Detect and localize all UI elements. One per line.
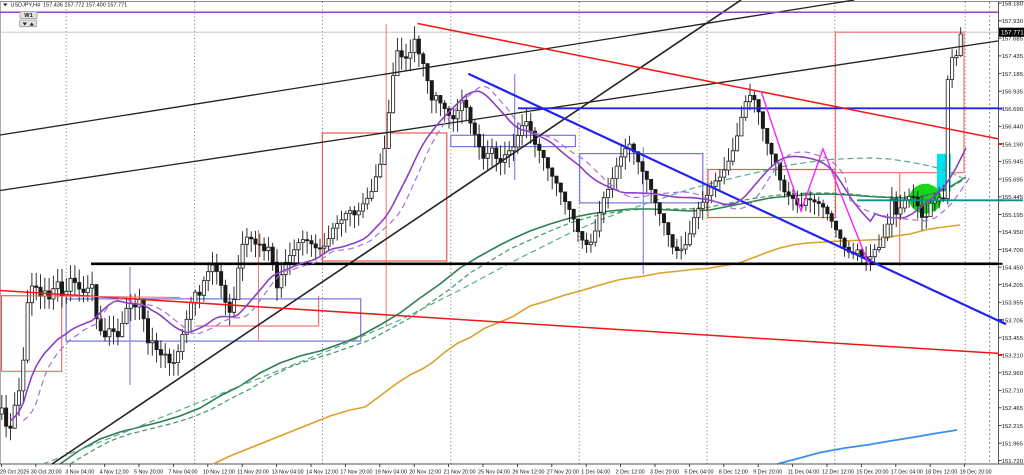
svg-text:154.950: 154.950 <box>1002 230 1024 236</box>
svg-text:154.700: 154.700 <box>1002 248 1024 254</box>
svg-text:152.710: 152.710 <box>1002 389 1024 395</box>
svg-text:12 Dec 12:00: 12 Dec 12:00 <box>822 470 854 475</box>
svg-text:11 Nov 20:00: 11 Nov 20:00 <box>237 470 269 475</box>
svg-text:1 Dec 04:00: 1 Dec 04:00 <box>581 470 610 475</box>
svg-text:W1: W1 <box>24 13 32 19</box>
svg-text:155.695: 155.695 <box>1002 177 1024 183</box>
svg-text:152.960: 152.960 <box>1002 371 1024 377</box>
svg-text:157.685: 157.685 <box>1002 37 1024 43</box>
svg-text:157.930: 157.930 <box>1002 19 1024 25</box>
svg-text:153.210: 153.210 <box>1002 353 1024 359</box>
svg-text:9 Dec 20:00: 9 Dec 20:00 <box>753 470 782 475</box>
svg-text:17 Dec 04:00: 17 Dec 04:00 <box>891 470 923 475</box>
svg-text:25 Nov 04:00: 25 Nov 04:00 <box>478 470 510 475</box>
svg-text:19 Nov 04:00: 19 Nov 04:00 <box>375 470 407 475</box>
svg-text:30 Oct 20:00: 30 Oct 20:00 <box>31 470 62 475</box>
svg-text:153.705: 153.705 <box>1002 318 1024 324</box>
svg-text:3 Nov 04:00: 3 Nov 04:00 <box>65 470 94 475</box>
svg-text:17 Nov 20:00: 17 Nov 20:00 <box>340 470 372 475</box>
svg-text:11 Dec 04:00: 11 Dec 04:00 <box>788 470 820 475</box>
svg-text:27 Nov 20:00: 27 Nov 20:00 <box>547 470 579 475</box>
svg-text:155.195: 155.195 <box>1002 213 1024 219</box>
svg-text:157.185: 157.185 <box>1002 72 1024 78</box>
svg-text:154.205: 154.205 <box>1002 283 1024 289</box>
svg-text:29 Oct 2025: 29 Oct 2025 <box>0 470 29 475</box>
svg-text:155.445: 155.445 <box>1002 195 1024 201</box>
svg-text:154.450: 154.450 <box>1002 266 1024 272</box>
svg-text:26 Nov 12:00: 26 Nov 12:00 <box>512 470 544 475</box>
svg-text:7 Nov 04:00: 7 Nov 04:00 <box>168 470 197 475</box>
svg-text:5 Dec 04:00: 5 Dec 04:00 <box>684 470 713 475</box>
svg-text:157.771: 157.771 <box>1001 30 1024 37</box>
svg-text:3 Dec 20:00: 3 Dec 20:00 <box>650 470 679 475</box>
svg-text:151.965: 151.965 <box>1002 442 1024 448</box>
svg-text:153.455: 153.455 <box>1002 336 1024 342</box>
svg-text:153.955: 153.955 <box>1002 301 1024 307</box>
svg-text:156.440: 156.440 <box>1002 125 1024 131</box>
svg-text:18 Dec 12:00: 18 Dec 12:00 <box>925 470 957 475</box>
svg-text:152.465: 152.465 <box>1002 406 1024 412</box>
svg-text:156.690: 156.690 <box>1002 107 1024 113</box>
svg-text:157.435: 157.435 <box>1002 54 1024 60</box>
svg-text:19 Dec 20:00: 19 Dec 20:00 <box>960 470 992 475</box>
svg-text:8 Dec 12:00: 8 Dec 12:00 <box>719 470 748 475</box>
svg-text:15 Dec 20:00: 15 Dec 20:00 <box>856 470 888 475</box>
svg-text:2 Dec 12:00: 2 Dec 12:00 <box>616 470 645 475</box>
svg-text:156.935: 156.935 <box>1002 90 1024 96</box>
svg-text:156.190: 156.190 <box>1002 142 1024 148</box>
svg-text:4 Nov 12:00: 4 Nov 12:00 <box>100 470 129 475</box>
svg-text:14 Nov 12:00: 14 Nov 12:00 <box>306 470 338 475</box>
svg-text:USDJPY,H4 157.436 157.772 157: USDJPY,H4 157.436 157.772 157.400 157.77… <box>11 3 128 9</box>
svg-text:20 Nov 12:00: 20 Nov 12:00 <box>409 470 441 475</box>
svg-text:155.945: 155.945 <box>1002 160 1024 166</box>
svg-text:158.180: 158.180 <box>1002 1 1024 7</box>
svg-text:10 Nov 12:00: 10 Nov 12:00 <box>203 470 235 475</box>
svg-text:5 Nov 20:00: 5 Nov 20:00 <box>134 470 163 475</box>
svg-text:152.215: 152.215 <box>1002 424 1024 430</box>
svg-text:151.720: 151.720 <box>1002 459 1024 465</box>
svg-text:13 Nov 04:00: 13 Nov 04:00 <box>272 470 304 475</box>
svg-text:21 Nov 20:00: 21 Nov 20:00 <box>444 470 476 475</box>
